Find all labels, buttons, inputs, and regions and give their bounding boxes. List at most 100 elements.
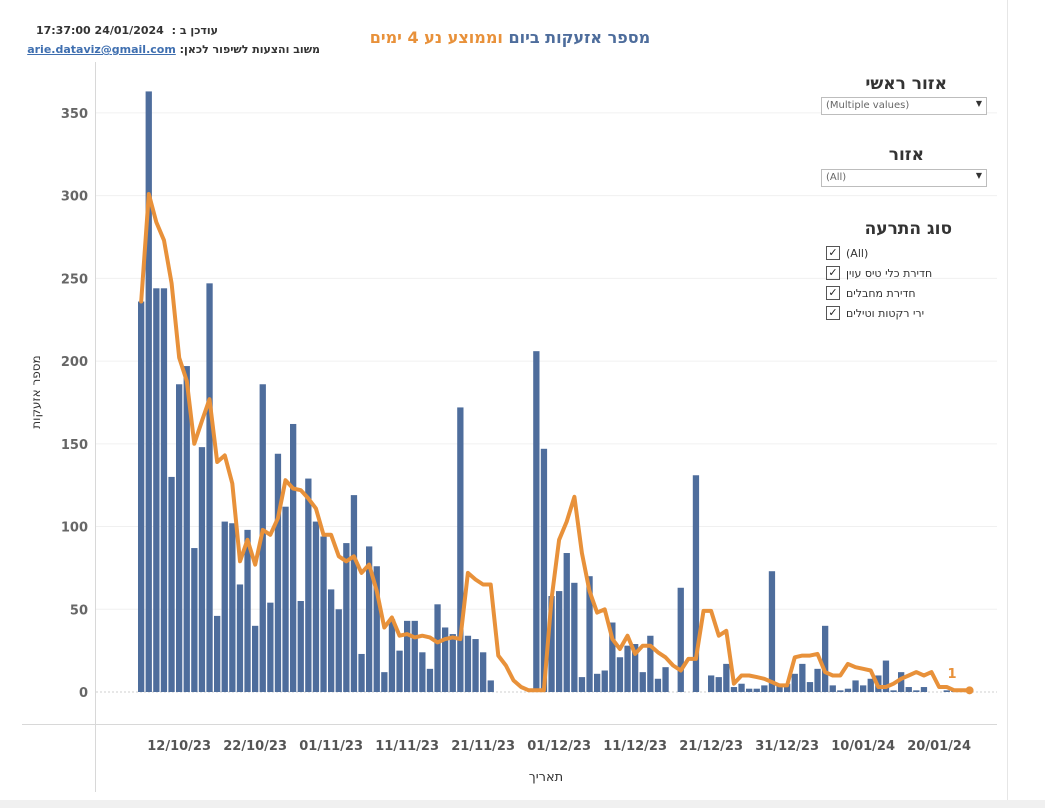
bar (464, 635, 472, 692)
bar (730, 687, 738, 692)
alert-type-filter-title: סוג התרעה (864, 219, 952, 239)
bar (358, 653, 365, 692)
y-tick-labels: 0 50 100 150 200 250 300 350 (61, 107, 88, 701)
checkbox-checked-icon[interactable]: ✓ (826, 246, 840, 260)
bar (677, 587, 684, 692)
bar (548, 596, 555, 692)
bar (738, 683, 745, 692)
bar (274, 453, 282, 692)
bar (487, 680, 494, 692)
bar (366, 546, 373, 692)
checkbox-checked-icon[interactable]: ✓ (826, 266, 840, 280)
alert-type-option[interactable]: ✓ חדירת מחבלים (826, 286, 996, 302)
alert-type-option-label: חדירת כלי טיס עוין (846, 267, 933, 280)
bar (609, 622, 616, 692)
footer-strip (0, 800, 1045, 808)
x-tick-label: 21/12/23 (679, 739, 743, 754)
x-tick-label: 31/12/23 (755, 739, 819, 754)
bar (578, 677, 586, 692)
bar (343, 543, 350, 692)
bar (692, 475, 700, 692)
bar (290, 423, 297, 692)
bar (138, 301, 145, 692)
bar (236, 584, 244, 692)
bar (761, 685, 768, 692)
x-tick-label: 21/11/23 (451, 739, 515, 754)
bar (426, 668, 434, 692)
bar (312, 521, 320, 692)
bar (556, 591, 563, 692)
bar (647, 635, 654, 692)
bar (411, 620, 418, 692)
axis-frame-bottom (22, 724, 997, 725)
title-part-count: מספר אזעקות ביום (508, 28, 651, 47)
alert-type-option-label: ירי רקטות וטילים (846, 307, 925, 320)
bar (624, 645, 631, 692)
update-timestamp: עודכן ב : 24/01/2024 17:37:00 (28, 24, 218, 37)
bar (784, 683, 791, 692)
bar (563, 553, 570, 692)
bar (791, 673, 798, 692)
bar (328, 589, 335, 692)
bar (708, 675, 715, 692)
bar (373, 566, 380, 692)
area-select[interactable]: (All) ▼ (821, 169, 987, 187)
bar (943, 690, 950, 692)
bar (867, 678, 874, 692)
bar (419, 652, 426, 692)
bar (480, 652, 487, 692)
bar (244, 529, 251, 692)
checkbox-checked-icon[interactable]: ✓ (826, 306, 840, 320)
bar (632, 644, 639, 692)
bar (396, 650, 403, 692)
bar (852, 680, 859, 692)
bar (616, 657, 624, 692)
bar (267, 602, 274, 692)
bar (890, 690, 897, 692)
bar (229, 523, 236, 692)
bar (723, 663, 730, 692)
bar (768, 571, 776, 692)
bar (639, 672, 646, 692)
bar (837, 690, 844, 692)
bar (457, 407, 464, 692)
x-tick-label: 20/01/24 (907, 739, 971, 754)
y-tick-label: 300 (61, 190, 88, 205)
area-value: (All) (826, 172, 847, 183)
alert-type-option[interactable]: ✓ חדירת כלי טיס עוין (826, 266, 996, 282)
area-filter-title: אזור (888, 145, 924, 165)
bar (594, 673, 601, 692)
feedback-line: משוב והצעות לשיפור לכאן: arie.dataviz@gm… (27, 43, 320, 56)
bar (176, 384, 183, 692)
bar (145, 91, 152, 692)
alert-type-option[interactable]: ✓ (All) (826, 246, 996, 262)
bar (829, 685, 836, 692)
x-tick-label: 10/01/24 (831, 739, 895, 754)
title-part-average: וממוצע נע 4 ימים (369, 28, 503, 47)
bar (472, 639, 479, 692)
last-value-label: 1 (947, 667, 956, 682)
bar (654, 678, 662, 692)
main-area-select[interactable]: (Multiple values) ▼ (821, 97, 987, 115)
y-tick-label: 150 (61, 438, 88, 453)
feedback-email-link[interactable]: arie.dataviz@gmail.com (27, 43, 176, 56)
alert-type-option-label: חדירת מחבלים (846, 287, 916, 300)
bar (571, 582, 578, 692)
bar (662, 667, 669, 692)
bar (806, 682, 814, 692)
moving-average-series (139, 192, 974, 695)
bar (198, 447, 206, 692)
y-tick-label: 50 (70, 603, 88, 618)
checkbox-checked-icon[interactable]: ✓ (826, 286, 840, 300)
y-tick-label: 0 (79, 686, 88, 701)
x-tick-label: 12/10/23 (147, 739, 211, 754)
y-tick-label: 250 (61, 272, 88, 287)
bar (898, 672, 905, 692)
updated-label: עודכן ב : (171, 24, 218, 37)
bar (799, 663, 806, 692)
axis-frame-left (95, 62, 96, 792)
alert-type-option[interactable]: ✓ ירי רקטות וטילים (826, 306, 996, 322)
bar (153, 288, 160, 692)
bar (442, 627, 449, 692)
